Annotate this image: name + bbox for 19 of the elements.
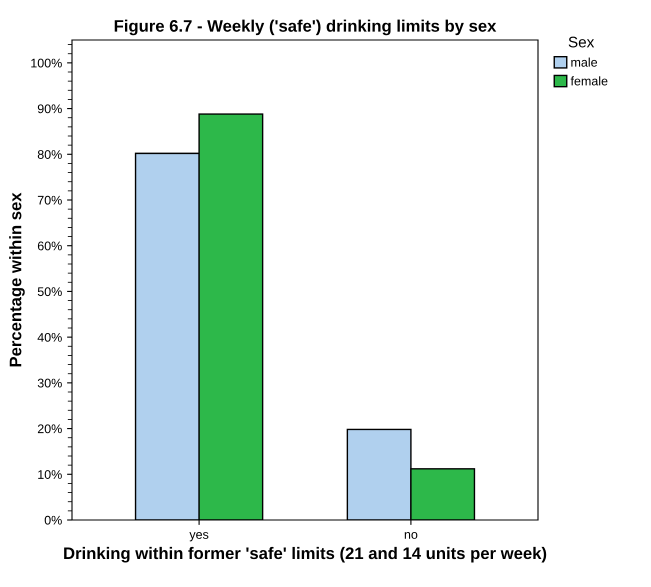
y-tick-label: 90%	[38, 104, 62, 114]
y-tick-label: 80%	[38, 150, 62, 159]
y-tick-label: 70%	[38, 196, 62, 205]
x-tick-label: yes	[189, 532, 208, 542]
y-tick-label: 60%	[38, 242, 62, 250]
legend-label: female	[570, 76, 608, 86]
y-tick-label: 10%	[38, 470, 62, 479]
y-tick-label: 0%	[44, 516, 62, 525]
legend-label: male	[571, 58, 598, 67]
x-tick-label: no	[404, 532, 418, 539]
legend-title: Sex	[568, 36, 594, 48]
y-tick-label: 40%	[38, 332, 62, 342]
y-tick-label: 50%	[38, 287, 62, 296]
chart-title: Figure 6.7 - Weekly ('safe') drinking limits by sex	[114, 20, 496, 36]
y-tick-label: 20%	[38, 424, 62, 434]
y-tick-label: 30%	[38, 378, 62, 388]
x-axis-title: Drinking within former 'safe' limits (21 and 14 units per week)	[64, 546, 546, 563]
y-axis-title: Percentage within sex	[9, 192, 25, 366]
y-tick-label: 100%	[31, 58, 62, 68]
